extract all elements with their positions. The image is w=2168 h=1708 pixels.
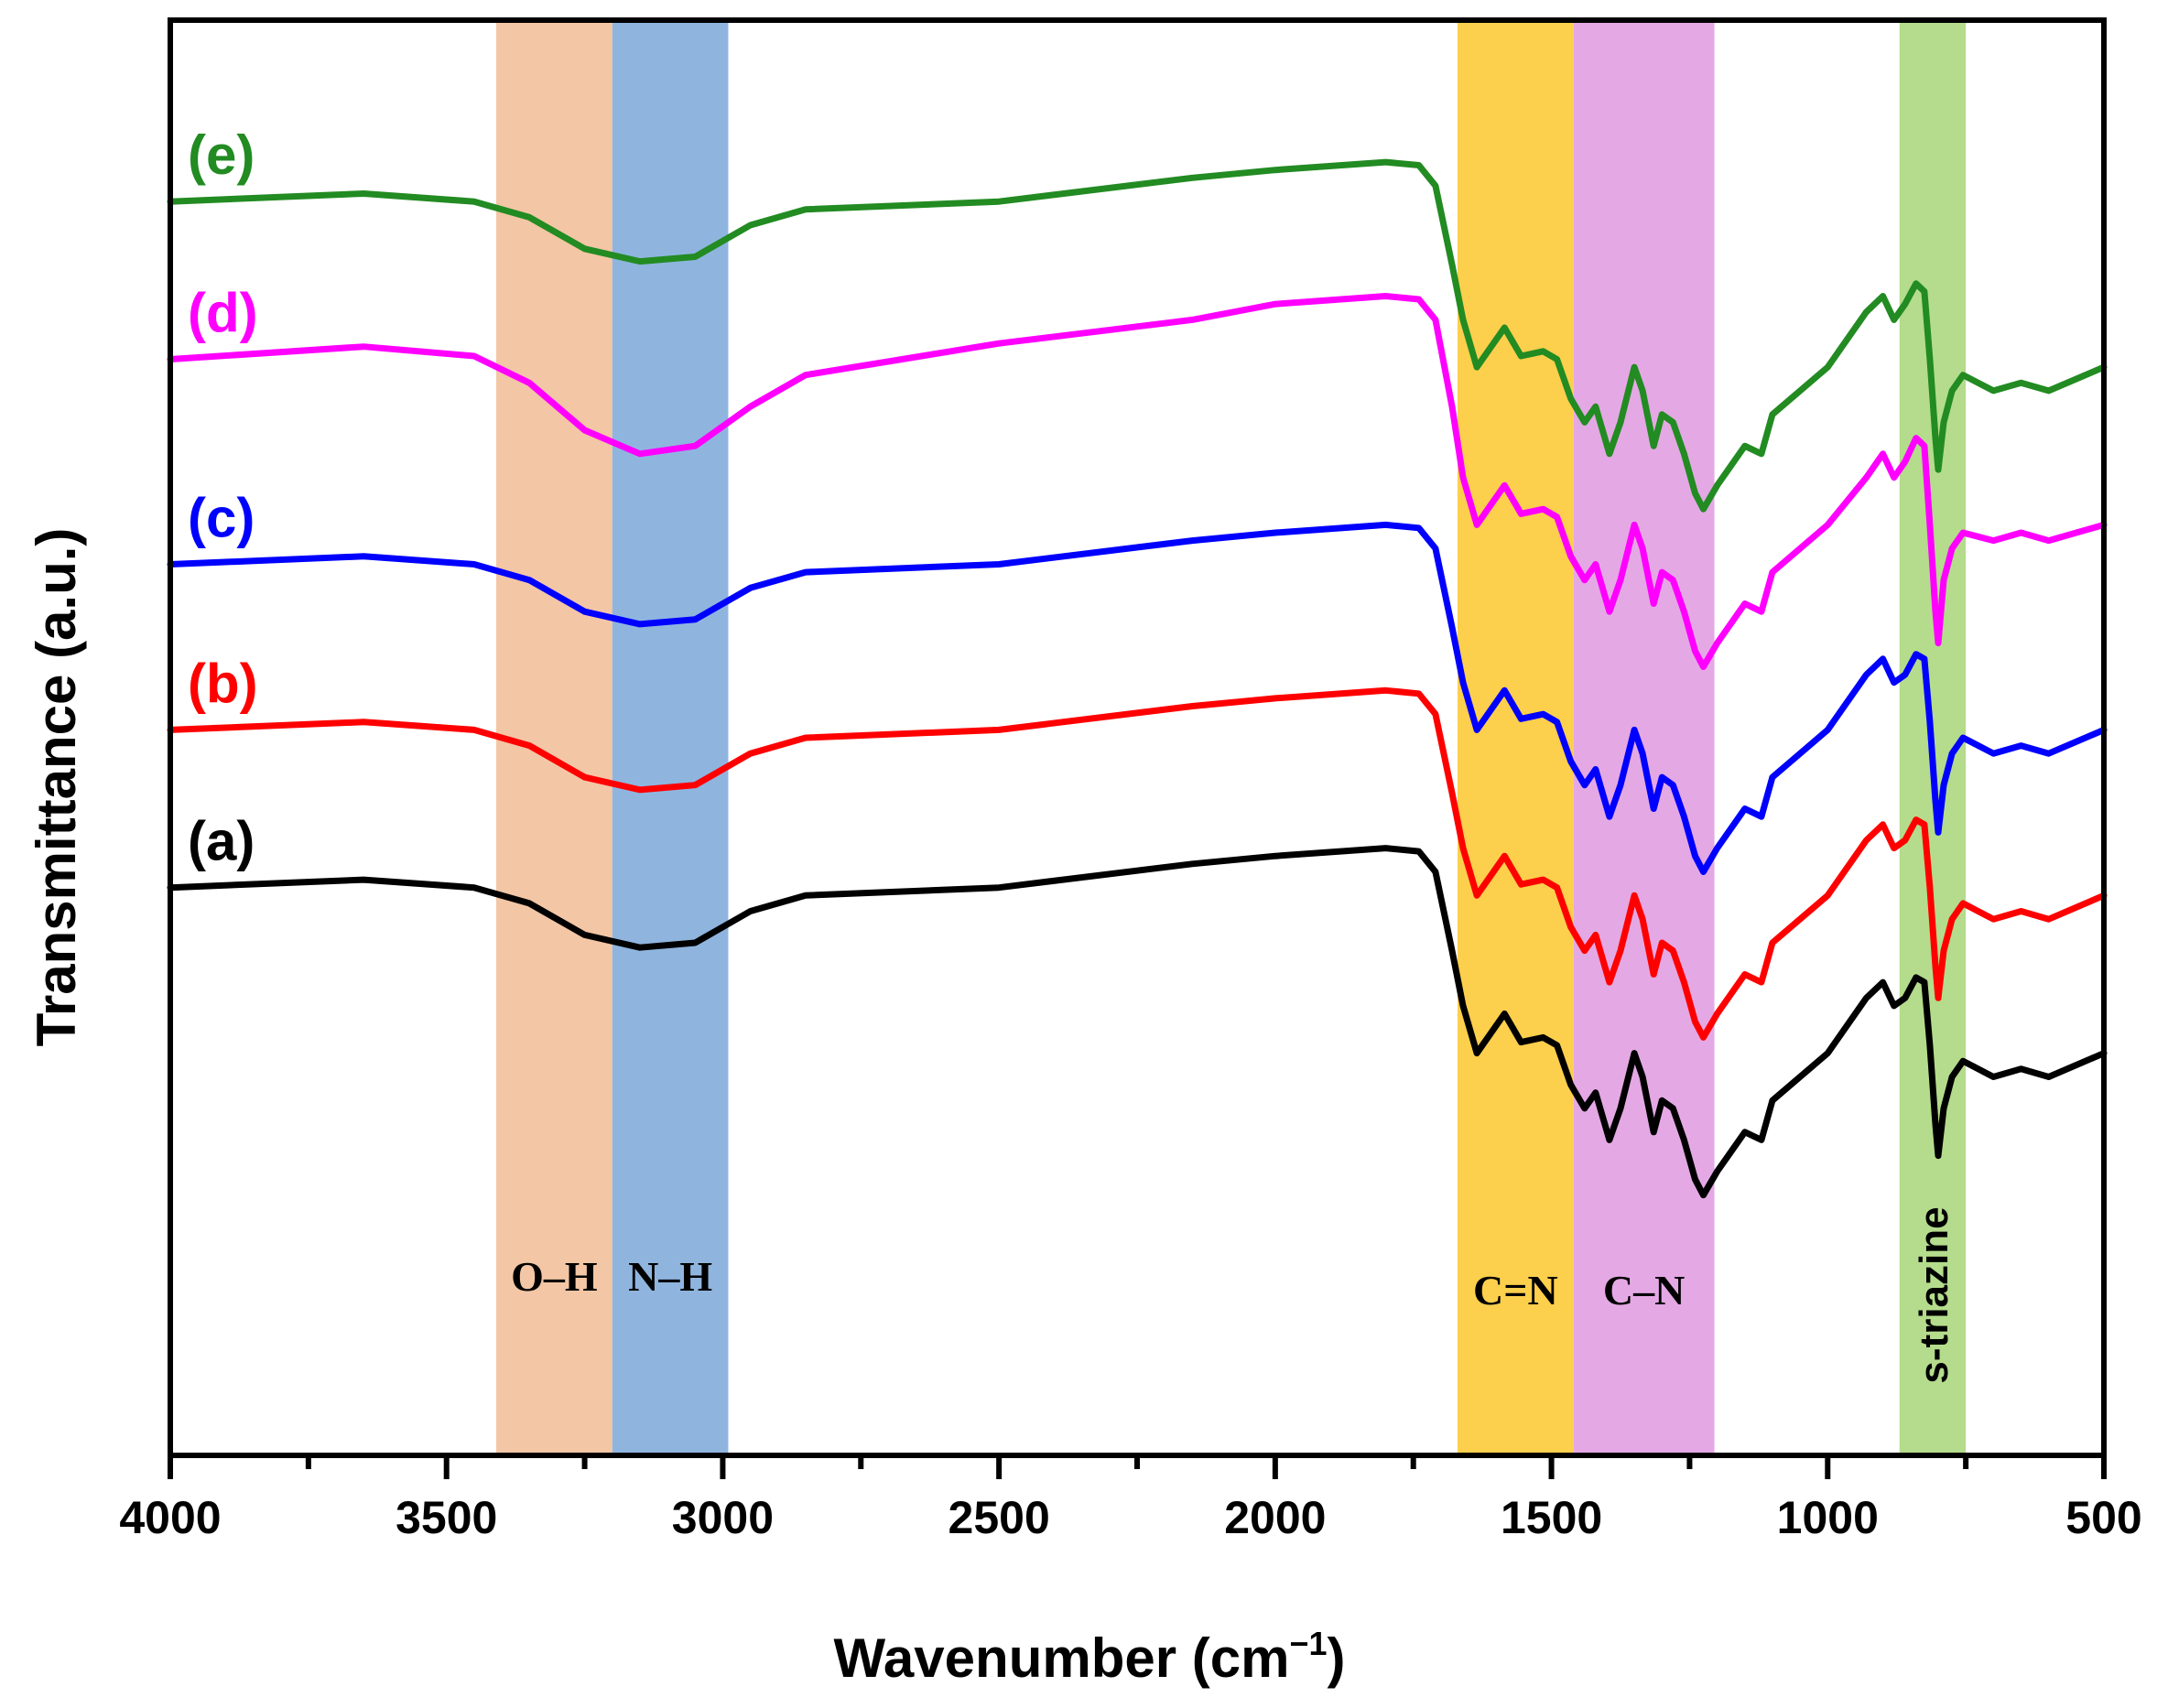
series-2-line — [167, 521, 2108, 875]
x-tick-label-2: 3000 — [672, 1492, 774, 1543]
band-label-1: N–H — [628, 1253, 712, 1300]
series-0-label: (a) — [188, 811, 255, 872]
y-axis-label: Transmittance (a.u.) — [26, 528, 87, 1047]
spectra-curves — [167, 158, 2108, 1199]
x-tick-label-1: 3500 — [396, 1492, 497, 1543]
x-axis-label: Wavenumber (cm−1) — [834, 1625, 1346, 1689]
series-0-line — [167, 845, 2108, 1199]
x-axis-label-sup: −1 — [1289, 1625, 1327, 1662]
x-tick-label-3: 2500 — [948, 1492, 1050, 1543]
series-labels: (a) (b) (c) (d) (e) — [188, 124, 258, 872]
series-4-label: (e) — [188, 124, 255, 186]
band-2 — [1457, 20, 1574, 1455]
band-1 — [612, 20, 729, 1455]
series-1-label: (b) — [188, 653, 258, 714]
x-tick-label-7: 500 — [2065, 1492, 2141, 1543]
series-4-line — [167, 158, 2108, 513]
x-tick-label-4: 2000 — [1224, 1492, 1326, 1543]
series-2-label: (c) — [188, 487, 255, 548]
band-highlights — [496, 20, 1967, 1455]
band-label-4: s-triazine — [1912, 1206, 1957, 1383]
band-labels: O–H N–H C=N C–N s-triazine — [511, 1206, 1957, 1383]
x-tick-label-5: 1500 — [1501, 1492, 1602, 1543]
band-label-2: C=N — [1473, 1267, 1558, 1313]
x-tick-label-0: 4000 — [119, 1492, 221, 1543]
x-tick-label-6: 1000 — [1777, 1492, 1879, 1543]
series-3-line — [167, 293, 2108, 670]
band-label-0: O–H — [511, 1253, 598, 1300]
band-0 — [496, 20, 612, 1455]
x-ticks: 4000 3500 3000 2500 2000 1500 1000 500 — [119, 1455, 2142, 1543]
band-3 — [1573, 20, 1715, 1455]
series-3-label: (d) — [188, 282, 258, 343]
series-1-line — [167, 686, 2108, 1041]
band-label-3: C–N — [1603, 1267, 1685, 1313]
